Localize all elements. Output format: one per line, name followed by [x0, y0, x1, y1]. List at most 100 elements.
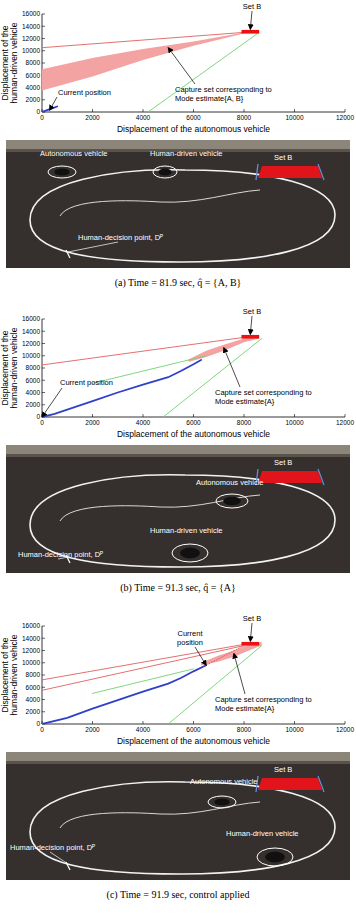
figure: 0 2000 4000 6000 8000 10000 12000 0 2000 4000 6000…: [0, 0, 356, 923]
trajectory: [42, 106, 57, 112]
set-b-edge: [256, 164, 258, 180]
x-tick-label: 4000: [136, 419, 151, 426]
photo-label: Set B: [274, 765, 292, 774]
y-tick-label: 8000: [26, 59, 41, 66]
capture-set-area: [42, 32, 244, 90]
annotation: position: [177, 638, 203, 647]
photo-label: Autonomous vehicle: [196, 478, 264, 487]
x-tick: [294, 721, 295, 724]
x-tick-label: 12000: [336, 419, 354, 426]
photo-label: Autonomous vehicle: [190, 777, 258, 786]
x-tick-label: 10000: [285, 114, 303, 121]
x-tick-label: 10000: [285, 419, 303, 426]
x-tick: [244, 109, 245, 112]
y-tick-label: 4000: [26, 696, 41, 703]
decision-point-mark: [66, 250, 70, 258]
vehicle-ring: [48, 166, 76, 178]
vehicle: [265, 852, 285, 863]
vehicle: [214, 798, 229, 805]
x-tick-label: 0: [40, 726, 44, 733]
x-tick: [345, 109, 346, 112]
x-tick-label: 6000: [186, 726, 201, 733]
annotation-arrow: [234, 654, 245, 694]
x-axis-label: Displacement of the autonomous vehicle: [117, 124, 270, 134]
y-tick: [42, 687, 45, 688]
set-b-edge: [318, 469, 324, 485]
photo-label: Human-decision point, Dᴾ: [10, 843, 95, 852]
y-tick-label: 6000: [26, 684, 41, 691]
annotation: Mode estimate{A}: [215, 397, 275, 406]
vehicle: [54, 168, 69, 175]
y-tick-label: 8000: [26, 364, 41, 371]
x-tick-label: 4000: [136, 114, 151, 121]
y-axis-label: human-driven vehicle: [9, 327, 19, 408]
caption: (a) Time = 81.9 sec, q̂ = {A, B}: [115, 277, 242, 289]
annotation-arrow: [42, 388, 62, 417]
x-axis-label: Displacement of the autonomous vehicle: [117, 736, 270, 746]
photo-label: Human-decision point, Dᴾ: [78, 233, 163, 242]
y-tick-label: 0: [36, 720, 40, 727]
y-tick-label: 14000: [22, 23, 40, 30]
y-tick-label: 16000: [22, 622, 40, 629]
x-tick: [143, 109, 144, 112]
y-tick-label: 2000: [26, 96, 41, 103]
x-tick-label: 8000: [237, 726, 252, 733]
photo-floor: [6, 140, 350, 268]
set-b-region: [241, 335, 259, 339]
y-tick: [42, 63, 45, 64]
photo-label: Human-driven vehicle: [226, 829, 299, 838]
annotation-arrow: [224, 348, 240, 387]
annotation: Mode estimate{A, B}: [175, 94, 244, 103]
y-tick-label: 0: [36, 108, 40, 115]
y-tick: [42, 14, 45, 15]
panel: 0200040006000800010000120000200040006000…: [0, 307, 354, 594]
photo-label: Human-driven vehicle: [150, 526, 223, 535]
track: [30, 170, 335, 262]
photo-label: Set B: [274, 153, 292, 162]
vehicle-ring: [153, 166, 177, 178]
photo: Autonomous vehicle Human-driven vehicle Se…: [6, 752, 350, 880]
x-tick-label: 0: [40, 114, 44, 121]
y-tick-label: 10000: [22, 47, 40, 54]
y-tick: [42, 711, 45, 712]
vehicle: [223, 497, 241, 505]
x-tick: [92, 721, 93, 724]
x-tick-label: 10000: [285, 726, 303, 733]
y-tick-label: 12000: [22, 647, 40, 654]
y-tick-label: 6000: [26, 72, 41, 79]
y-tick: [42, 38, 45, 39]
set-b-region: [258, 778, 322, 790]
boundary-line: [93, 669, 194, 694]
y-tick: [42, 50, 45, 51]
annotation-arrow: [250, 11, 252, 29]
y-tick: [42, 331, 45, 332]
x-tick-label: 0: [40, 419, 44, 426]
x-tick: [193, 109, 194, 112]
y-tick-label: 0: [36, 413, 40, 420]
y-tick: [42, 626, 45, 627]
photo-floor: [6, 752, 350, 880]
boundary-line: [42, 337, 244, 365]
x-tick: [143, 414, 144, 417]
y-tick-label: 16000: [22, 10, 40, 17]
annotation-arrow: [50, 97, 57, 110]
plot-area: [42, 30, 259, 112]
photo-label: Set B: [274, 458, 292, 467]
pointer: [68, 242, 118, 252]
y-tick: [42, 675, 45, 676]
x-tick-label: 12000: [336, 726, 354, 733]
pointer: [50, 852, 68, 864]
track-inner: [60, 802, 260, 828]
y-tick: [42, 319, 45, 320]
x-tick-label: 12000: [336, 114, 354, 121]
y-tick-label: 16000: [22, 315, 40, 322]
annotation-arrow: [250, 623, 252, 641]
x-tick: [244, 414, 245, 417]
y-tick-label: 12000: [22, 35, 40, 42]
photo-wall-base: [6, 454, 350, 457]
annotation: Current position: [58, 88, 111, 97]
vehicle-ring: [216, 494, 248, 508]
y-tick: [42, 343, 45, 344]
x-tick-label: 2000: [85, 114, 100, 121]
x-tick: [345, 721, 346, 724]
